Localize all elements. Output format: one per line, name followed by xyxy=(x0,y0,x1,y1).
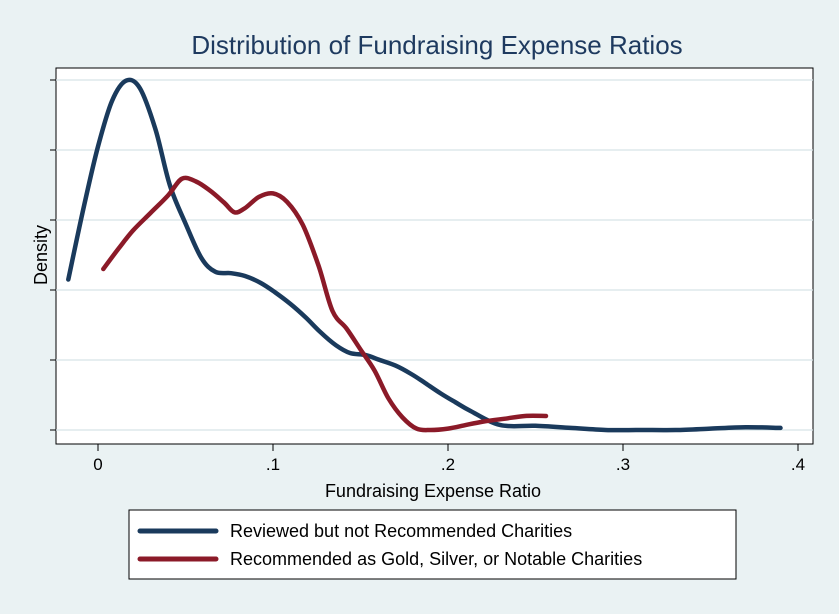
plot-area xyxy=(55,67,814,445)
x-tick-label-4: .4 xyxy=(791,455,805,474)
series-line-0 xyxy=(66,77,783,433)
legend-label-reviewed: Reviewed but not Recommended Charities xyxy=(230,521,572,541)
y-axis-ticks xyxy=(50,79,56,431)
x-tick-label-3: .3 xyxy=(616,455,630,474)
series-lines xyxy=(66,77,783,433)
legend: Reviewed but not Recommended Charities R… xyxy=(128,509,737,580)
y-axis-label: Density xyxy=(31,225,51,285)
x-axis-ticks: 0 .1 .2 .3 .4 xyxy=(93,444,805,474)
x-axis-label: Fundraising Expense Ratio xyxy=(325,481,541,501)
chart-title: Distribution of Fundraising Expense Rati… xyxy=(191,30,682,60)
x-tick-label-1: .1 xyxy=(266,455,280,474)
series-line-1 xyxy=(101,175,549,433)
legend-box xyxy=(128,509,737,580)
x-tick-label-0: 0 xyxy=(93,455,102,474)
legend-label-recommended: Recommended as Gold, Silver, or Notable … xyxy=(230,549,642,569)
x-tick-label-2: .2 xyxy=(441,455,455,474)
